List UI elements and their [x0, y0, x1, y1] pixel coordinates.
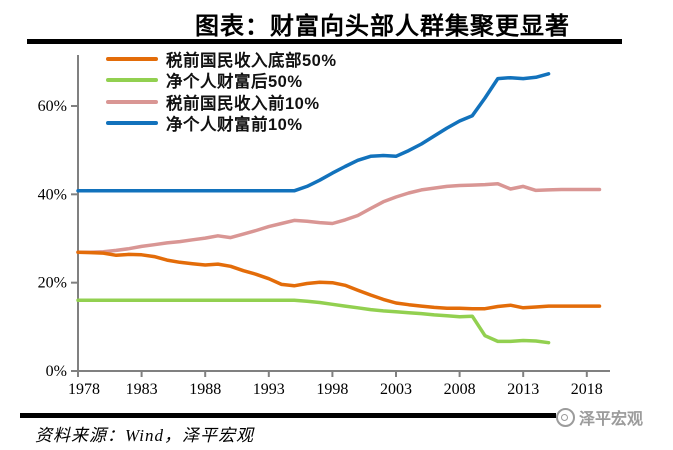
y-tick-label: 0% [46, 363, 67, 380]
legend-item-income-bottom50: 税前国民收入底部50% [106, 48, 337, 70]
legend-swatch-green [106, 78, 158, 83]
legend-swatch-blue [106, 121, 158, 126]
x-tick-label: 1978 [68, 381, 100, 398]
x-tick-label: 2013 [507, 381, 539, 398]
title-divider [27, 39, 622, 44]
x-tick-label: 1988 [189, 381, 221, 398]
footer-divider [20, 413, 556, 418]
series-line-0 [76, 250, 602, 311]
zeping-logo-icon [556, 407, 575, 427]
legend-label: 税前国民收入底部50% [166, 51, 337, 70]
x-tick-label: 1983 [126, 381, 158, 398]
legend-item-income-top10: 税前国民收入前10% [106, 91, 337, 113]
series-line-1 [76, 298, 551, 345]
watermark: 泽平宏观 [556, 405, 643, 429]
x-tick-label: 2003 [380, 381, 412, 398]
y-tick-label: 60% [38, 98, 67, 115]
source-note: 资料来源：Wind，泽平宏观 [35, 426, 254, 445]
x-tick-label: 1993 [253, 381, 285, 398]
x-tick-label: 2018 [571, 381, 603, 398]
chart-legend: 税前国民收入底部50% 净个人财富后50% 税前国民收入前10% 净个人财富前1… [106, 48, 337, 134]
x-tick-label: 1998 [316, 381, 348, 398]
x-tick-label: 2008 [444, 381, 476, 398]
y-tick-label: 40% [38, 186, 67, 203]
series-line-2 [76, 181, 602, 254]
legend-label: 净个人财富前10% [166, 116, 303, 135]
legend-swatch-pink [106, 99, 158, 104]
chart-title: 图表：财富向头部人群集聚更显著 [195, 13, 570, 40]
watermark-label: 泽平宏观 [579, 411, 644, 428]
series-line-3 [76, 72, 551, 193]
y-tick-label: 20% [38, 275, 67, 292]
legend-label: 净个人财富后50% [166, 73, 303, 92]
legend-swatch-orange [106, 56, 158, 61]
legend-item-wealth-top10: 净个人财富前10% [106, 113, 337, 135]
legend-item-wealth-bottom50: 净个人财富后50% [106, 70, 337, 92]
legend-label: 税前国民收入前10% [166, 94, 320, 113]
